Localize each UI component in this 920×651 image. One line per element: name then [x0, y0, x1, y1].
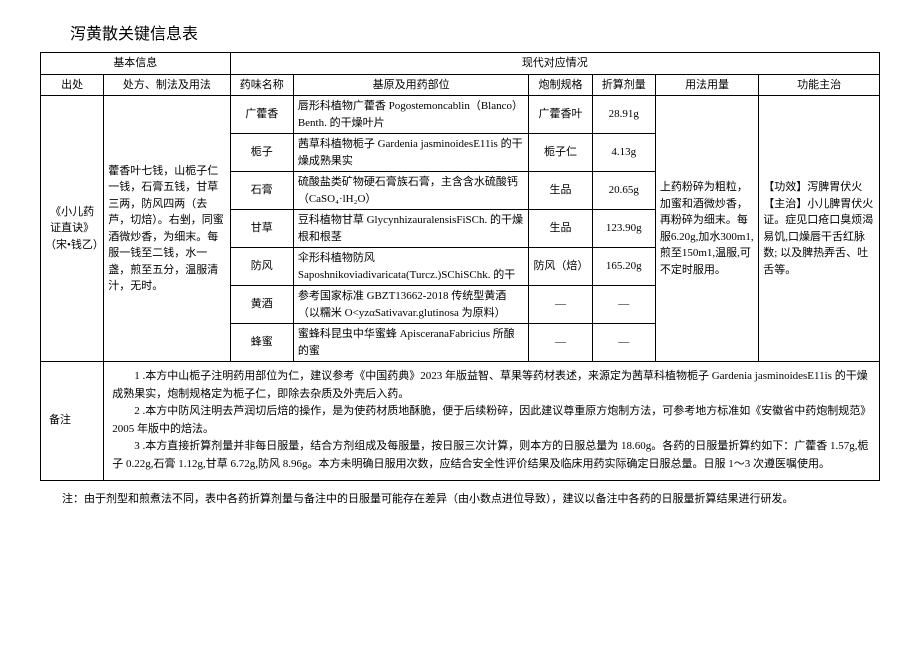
- cell-herb: 石膏: [230, 172, 293, 210]
- cell-spec: 栀子仁: [529, 134, 592, 172]
- cell-spec: —: [529, 286, 592, 324]
- header-modern: 现代对应情况: [230, 53, 879, 75]
- cell-herb: 甘草: [230, 210, 293, 248]
- cell-herb: 广藿香: [230, 96, 293, 134]
- cell-origin: 茜草科植物栀子 Gardenia jasminoidesE11is 的干燥成熟果…: [293, 134, 529, 172]
- cell-origin: 唇形科植物广藿香 Pogostemoncablin（Blanco）Benth. …: [293, 96, 529, 134]
- cell-origin: 蜜蜂科昆虫中华蜜蜂 ApisceranaFabricius 所酿的蜜: [293, 324, 529, 362]
- notes-label: 备注: [41, 362, 104, 481]
- info-table: 基本信息 现代对应情况 出处 处方、制法及用法 药味名称 基原及用药部位 炮制规…: [40, 52, 880, 481]
- note-line: 1 .本方中山栀子注明药用部位为仁，建议参考《中国药典》2023 年版益智、草果…: [112, 368, 871, 403]
- cell-origin: 参考国家标准 GBZT13662-2018 传统型黄酒（以糯米 O<yzαSat…: [293, 286, 529, 324]
- cell-herb: 黄酒: [230, 286, 293, 324]
- note-line: 2 .本方中防风注明去芦润切后焙的操作，是为使药材质地酥脆，便于后续粉碎，因此建…: [112, 403, 871, 438]
- cell-spec: 生品: [529, 210, 592, 248]
- cell-origin: 硫酸盐类矿物硬石膏族石膏，主含含水硫酸钙（CaSO₄·lH₂O）: [293, 172, 529, 210]
- cell-amount: 4.13g: [592, 134, 655, 172]
- cell-herb: 防风: [230, 248, 293, 286]
- notes-content: 1 .本方中山栀子注明药用部位为仁，建议参考《中国药典》2023 年版益智、草果…: [104, 362, 880, 481]
- cell-amount: 123.90g: [592, 210, 655, 248]
- cell-amount: 28.91g: [592, 96, 655, 134]
- cell-amount: —: [592, 324, 655, 362]
- cell-amount: —: [592, 286, 655, 324]
- header-origin: 基原及用药部位: [293, 74, 529, 96]
- cell-spec: —: [529, 324, 592, 362]
- cell-source: 《小儿药证直诀》（宋•钱乙）: [41, 96, 104, 362]
- cell-function: 【功效】泻脾胃伏火【主治】小儿脾胃伏火证。症见口疮口臭烦渴易饥,口燥唇干舌红脉数…: [759, 96, 880, 362]
- page-title: 泻黄散关键信息表: [40, 20, 880, 44]
- cell-spec: 生品: [529, 172, 592, 210]
- note-line: 3 .本方直接折算剂量并非每日服量，结合方剂组成及每服量，按日服三次计算，则本方…: [112, 438, 871, 473]
- header-amount: 折算剂量: [592, 74, 655, 96]
- cell-amount: 20.65g: [592, 172, 655, 210]
- cell-rx: 藿香叶七钱，山栀子仁一钱，石膏五钱，甘草三两，防风四两（去芦，切焙）。右剉，同蜜…: [104, 96, 230, 362]
- cell-herb: 蜂蜜: [230, 324, 293, 362]
- header-source: 出处: [41, 74, 104, 96]
- header-rx: 处方、制法及用法: [104, 74, 230, 96]
- cell-spec: 防风（焙）: [529, 248, 592, 286]
- cell-usage: 上药粉碎为粗粒，加蜜和酒微炒香，再粉碎为细末。每服6.20g,加水300m1,煎…: [655, 96, 758, 362]
- cell-origin: 豆科植物甘草 GlycynhizauralensisFiSCh. 的干燥根和根茎: [293, 210, 529, 248]
- cell-herb: 栀子: [230, 134, 293, 172]
- header-function: 功能主治: [759, 74, 880, 96]
- footer-note: 注：由于剂型和煎煮法不同，表中各药折算剂量与备注中的日服量可能存在差异（由小数点…: [40, 491, 880, 509]
- cell-spec: 广藿香叶: [529, 96, 592, 134]
- header-spec: 炮制规格: [529, 74, 592, 96]
- header-usage: 用法用量: [655, 74, 758, 96]
- header-herb: 药味名称: [230, 74, 293, 96]
- header-basic: 基本信息: [41, 53, 231, 75]
- cell-origin: 伞形科植物防风Saposhnikoviadivaricata(Turcz.)SC…: [293, 248, 529, 286]
- cell-amount: 165.20g: [592, 248, 655, 286]
